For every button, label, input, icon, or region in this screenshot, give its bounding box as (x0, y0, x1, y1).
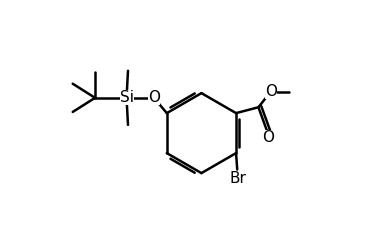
Text: Si: Si (120, 90, 134, 105)
Text: O: O (262, 130, 274, 145)
Text: O: O (265, 84, 277, 99)
Text: Br: Br (230, 172, 247, 187)
Text: O: O (148, 90, 160, 105)
